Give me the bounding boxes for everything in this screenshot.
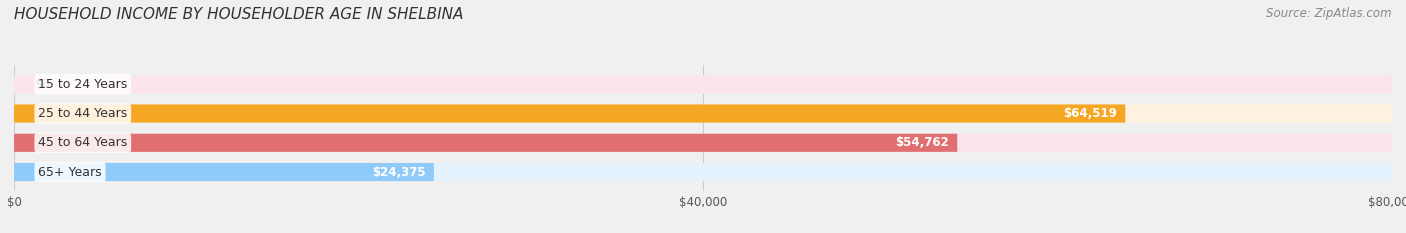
Text: $54,762: $54,762: [894, 136, 949, 149]
FancyBboxPatch shape: [14, 104, 1392, 123]
Text: 45 to 64 Years: 45 to 64 Years: [38, 136, 128, 149]
FancyBboxPatch shape: [14, 163, 1392, 181]
Text: 15 to 24 Years: 15 to 24 Years: [38, 78, 128, 91]
Text: $24,375: $24,375: [371, 165, 425, 178]
FancyBboxPatch shape: [14, 134, 957, 152]
FancyBboxPatch shape: [14, 104, 1125, 123]
Text: 65+ Years: 65+ Years: [38, 165, 101, 178]
Text: $64,519: $64,519: [1063, 107, 1116, 120]
FancyBboxPatch shape: [14, 134, 1392, 152]
Text: $0: $0: [35, 78, 49, 91]
Text: HOUSEHOLD INCOME BY HOUSEHOLDER AGE IN SHELBINA: HOUSEHOLD INCOME BY HOUSEHOLDER AGE IN S…: [14, 7, 464, 22]
Text: Source: ZipAtlas.com: Source: ZipAtlas.com: [1267, 7, 1392, 20]
Text: 25 to 44 Years: 25 to 44 Years: [38, 107, 128, 120]
FancyBboxPatch shape: [14, 163, 434, 181]
FancyBboxPatch shape: [14, 75, 1392, 93]
